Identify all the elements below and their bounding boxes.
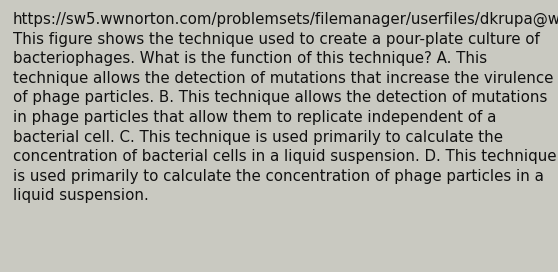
Text: https://sw5.wwnorton.com/problemsets/filemanager/userfiles/dkrupa@wwnorton.com/A: https://sw5.wwnorton.com/problemsets/fil…: [13, 12, 558, 203]
